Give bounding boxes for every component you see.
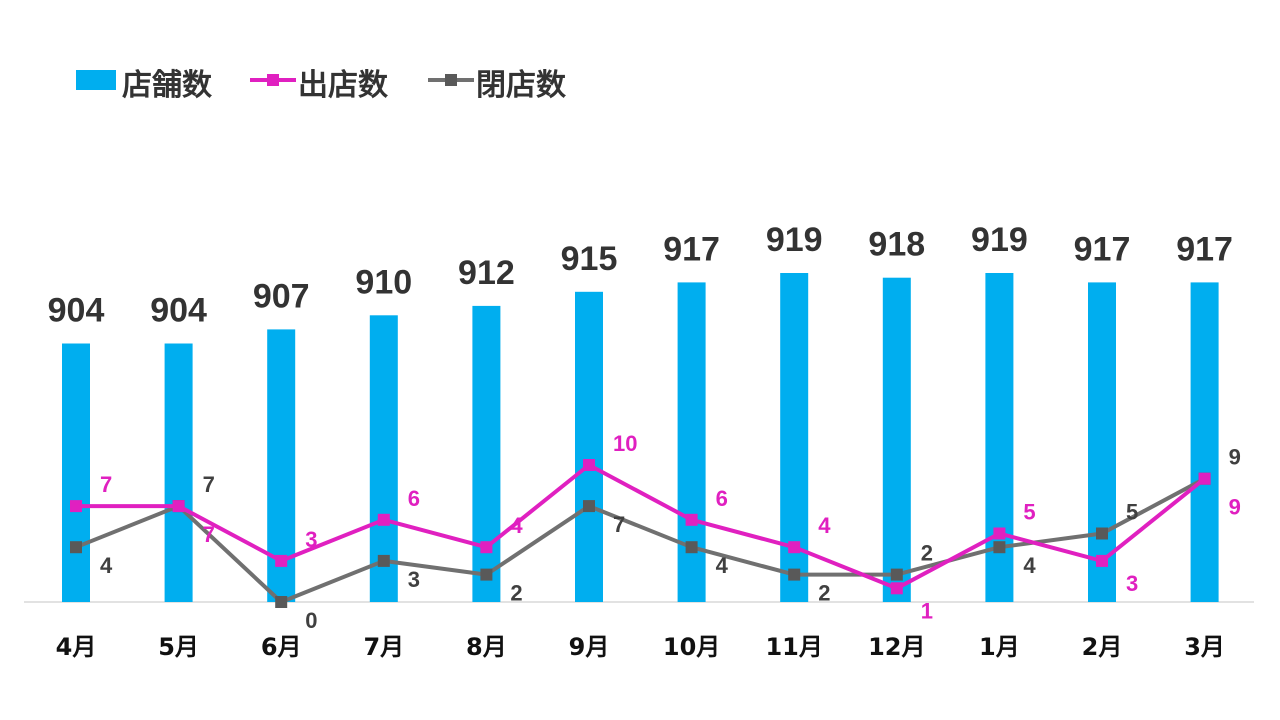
marker-closings-1: [70, 541, 82, 554]
data-label-closings-6: 7: [613, 512, 625, 537]
marker-closings-6: [583, 500, 595, 513]
data-label-openings-7: 6: [716, 486, 728, 511]
marker-closings-4: [377, 554, 390, 567]
x-tick-label-5: 8月: [466, 633, 507, 661]
bar-value-label-3: 907: [253, 277, 310, 315]
marker-openings-5: [480, 541, 493, 554]
data-label-openings-10: 5: [1023, 500, 1035, 525]
data-label-openings-6: 10: [613, 431, 637, 456]
data-label-closings-9: 2: [921, 541, 933, 566]
data-label-openings-1: 7: [100, 472, 112, 497]
x-tick-label-4: 7月: [363, 633, 404, 661]
marker-openings-6: [583, 459, 595, 471]
data-label-closings-10: 4: [1023, 553, 1036, 578]
legend: 店舗数 出店数 閉店数: [76, 68, 567, 103]
x-tick-label-2: 5月: [158, 633, 199, 661]
marker-closings-8: [788, 568, 801, 581]
marker-openings-4: [377, 513, 390, 526]
x-tick-label-1: 4月: [56, 633, 97, 661]
bar-value-label-2: 904: [150, 292, 207, 330]
bar-value-label-12: 917: [1176, 230, 1233, 268]
legend-label-closings: 閉店数: [476, 68, 567, 103]
legend-marker-closings: [445, 74, 457, 86]
bar-stores-9: [882, 277, 911, 602]
bar-stores-4: [369, 315, 398, 602]
data-label-closings-3: 0: [305, 608, 317, 633]
legend-label-stores: 店舗数: [122, 68, 213, 103]
legend-swatch-stores: [76, 70, 116, 90]
bar-stores-2: [164, 343, 193, 602]
bar-stores-1: [62, 343, 90, 602]
marker-openings-11: [1096, 554, 1108, 567]
data-label-closings-1: 4: [100, 553, 113, 578]
marker-closings-11: [1096, 527, 1108, 540]
x-tick-label-11: 2月: [1082, 633, 1123, 661]
bar-value-label-9: 918: [868, 226, 925, 264]
marker-openings-10: [993, 527, 1006, 540]
data-label-closings-2: 7: [203, 472, 215, 497]
x-tick-label-8: 11月: [765, 633, 822, 661]
data-label-closings-11: 5: [1126, 500, 1138, 525]
marker-openings-8: [788, 541, 801, 554]
bar-value-label-5: 912: [458, 254, 515, 292]
data-label-openings-2: 7: [203, 522, 215, 547]
legend-item-closings[interactable]: 閉店数: [428, 68, 567, 103]
legend-item-stores[interactable]: 店舗数: [76, 68, 213, 103]
x-tick-label-3: 6月: [261, 633, 302, 661]
data-label-closings-7: 4: [716, 553, 729, 578]
legend-label-openings: 出店数: [298, 68, 389, 103]
legend-marker-openings: [267, 74, 279, 86]
data-label-openings-11: 3: [1126, 571, 1138, 596]
data-label-openings-9: 1: [921, 598, 933, 623]
x-tick-label-9: 12月: [868, 633, 925, 661]
data-label-openings-3: 3: [305, 527, 317, 552]
data-label-closings-12: 9: [1229, 445, 1241, 470]
bar-value-label-7: 917: [663, 230, 720, 268]
marker-openings-3: [275, 554, 288, 567]
bar-value-label-11: 917: [1074, 230, 1131, 268]
bar-value-label-8: 919: [766, 221, 823, 259]
marker-closings-3: [275, 596, 288, 608]
data-label-closings-8: 2: [818, 581, 830, 606]
x-tick-label-12: 3月: [1184, 633, 1225, 661]
marker-closings-9: [890, 568, 903, 581]
bar-stores-6: [575, 291, 603, 602]
series-line-openings: [76, 463, 1206, 591]
bar-stores-12: [1190, 282, 1219, 602]
data-label-closings-5: 2: [510, 581, 522, 606]
data-label-closings-4: 3: [408, 567, 420, 592]
bar-stores-5: [472, 305, 501, 602]
bar-value-label-1: 904: [48, 292, 105, 330]
series-line-closings: [75, 476, 1206, 604]
bar-value-label-4: 910: [355, 263, 412, 301]
marker-openings-1: [70, 500, 82, 513]
x-tick-label-6: 9月: [569, 633, 610, 661]
data-label-openings-8: 4: [818, 513, 831, 538]
bar-value-label-10: 919: [971, 221, 1028, 259]
bar-stores-7: [677, 282, 706, 602]
data-label-openings-4: 6: [408, 486, 420, 511]
marker-closings-5: [480, 568, 493, 581]
marker-openings-2: [172, 500, 185, 513]
data-label-openings-12: 9: [1229, 495, 1241, 520]
marker-closings-7: [685, 541, 698, 554]
plot-area: 9044月9045月9076月9107月9128月9159月91710月9191…: [24, 221, 1254, 661]
marker-closings-10: [993, 541, 1006, 554]
x-tick-label-7: 10月: [663, 633, 720, 661]
legend-item-openings[interactable]: 出店数: [250, 68, 389, 103]
marker-openings-12: [1198, 472, 1211, 485]
data-label-openings-5: 4: [510, 513, 523, 538]
marker-openings-9: [890, 582, 903, 595]
x-tick-label-10: 1月: [979, 633, 1020, 661]
marker-openings-7: [685, 513, 698, 526]
bar-value-label-6: 915: [561, 240, 618, 278]
bar-stores-11: [1088, 282, 1116, 602]
